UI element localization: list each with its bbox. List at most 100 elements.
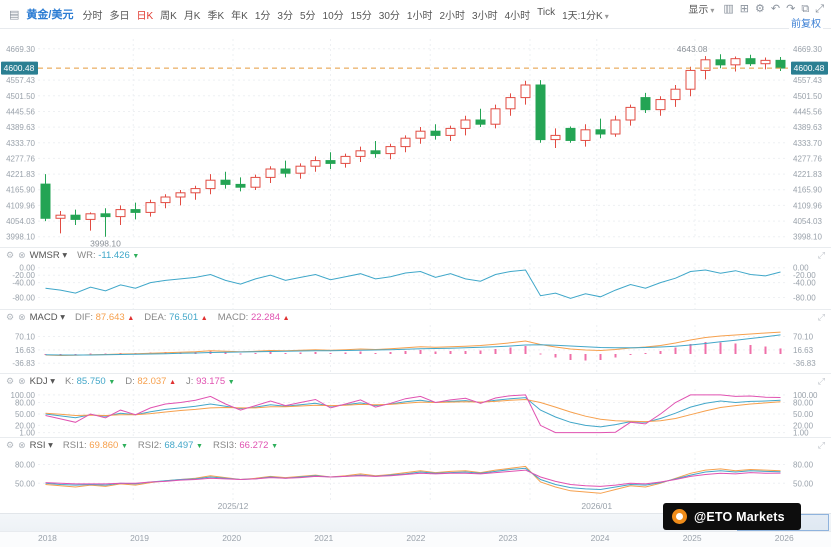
watermark: @ETO Markets <box>663 503 801 530</box>
rsi-plot[interactable]: 80.00 80.00 50.00 50.00 <box>0 453 831 501</box>
period-button[interactable]: 年K <box>231 10 248 22</box>
period-button[interactable]: 5分 <box>299 10 316 22</box>
period-button[interactable]: 30分 <box>378 10 400 22</box>
svg-text:80.00: 80.00 <box>15 461 36 470</box>
svg-text:4669.30: 4669.30 <box>6 45 35 54</box>
x-axis-label: 2025/12 <box>217 501 249 511</box>
redo-icon[interactable]: ↷ <box>786 2 796 15</box>
panel-header-kdj: ⚙ ⊗ KDJ ▾ K: 85.750 ▼ D: 82.037 ▲ J: 93.175 ▼… <box>0 374 831 389</box>
svg-text:4389.63: 4389.63 <box>793 123 822 132</box>
symbol-tab[interactable]: 黄金/美元 <box>26 9 74 21</box>
svg-text:4333.70: 4333.70 <box>793 139 822 148</box>
indicator-name-macd[interactable]: MACD ▾ <box>29 312 66 323</box>
macd-plot[interactable]: 70.10 70.10 16.63 16.63 -36.83 -36.83 <box>0 325 831 373</box>
period-button[interactable]: 月K <box>183 10 201 22</box>
svg-text:4054.03: 4054.03 <box>793 217 822 226</box>
panel-expand-icon[interactable]: ⤢ <box>817 376 825 386</box>
svg-text:4221.83: 4221.83 <box>6 170 35 179</box>
layout-icon[interactable]: ⊞ <box>739 2 750 15</box>
svg-text:3998.10: 3998.10 <box>793 233 822 242</box>
period-button[interactable]: 1小时 <box>406 10 433 22</box>
indicator-name-rsi[interactable]: RSI ▾ <box>29 440 53 451</box>
indicator-param: J: 93.175 ▼ <box>186 376 235 387</box>
chevron-down-icon: ▾ <box>604 11 609 21</box>
navigator-years: 2018 2019 2020 2021 2022 2023 2024 2025 2026 <box>0 532 831 546</box>
panel-expand-icon[interactable]: ⤢ <box>817 312 825 322</box>
undo-icon[interactable]: ↶ <box>770 2 781 15</box>
panel-close-icon[interactable]: ⊗ <box>18 440 26 450</box>
svg-text:100.00: 100.00 <box>793 391 818 400</box>
panel-close-icon[interactable]: ⊗ <box>18 250 26 260</box>
indicator-param: RSI1: 69.860 ▼ <box>62 440 128 451</box>
custom-period-label: 1天:1分K <box>562 10 603 22</box>
panel-close-icon[interactable]: ⊗ <box>18 312 26 322</box>
panel-expand-icon[interactable]: ⤢ <box>817 440 825 450</box>
x-axis-label: 2026/01 <box>581 501 613 511</box>
period-button[interactable]: 3小时 <box>472 10 498 22</box>
panel-expand-icon[interactable]: ⤢ <box>817 250 825 260</box>
period-button[interactable]: 多日 <box>109 10 130 22</box>
fullscreen-icon[interactable]: ⤢ <box>815 2 824 15</box>
period-button[interactable]: 分时 <box>82 10 103 22</box>
arrow-down-icon: ▼ <box>271 443 279 450</box>
arrow-up-icon: ▲ <box>127 315 135 322</box>
adjust-mode-link[interactable]: 前复权 <box>789 15 823 30</box>
svg-text:0.00: 0.00 <box>793 264 809 273</box>
svg-text:4277.76: 4277.76 <box>6 154 35 163</box>
arrow-up-icon: ▲ <box>200 315 208 322</box>
panel-close-icon[interactable]: ⊗ <box>18 376 26 386</box>
panel-wmsr: ⚙ ⊗ WMSR ▾ WR: -11.426 ▼ ⤢ 0.00 0.00 -20.00 -20.… <box>0 247 831 309</box>
arrow-up-icon: ▲ <box>282 315 290 322</box>
period-button[interactable]: 周K <box>160 10 177 22</box>
indicator-param: D: 82.037 ▲ <box>125 376 177 387</box>
svg-text:1.00: 1.00 <box>793 429 809 437</box>
panel-settings-icon[interactable]: ⚙ <box>6 376 15 386</box>
custom-period-dropdown[interactable]: 1天:1分K ▾ <box>562 7 609 22</box>
period-button[interactable]: 季K <box>207 10 225 22</box>
period-button[interactable]: 日K <box>136 10 154 22</box>
period-button[interactable]: Tick <box>537 6 556 18</box>
svg-text:20.00: 20.00 <box>793 421 814 430</box>
svg-text:50.00: 50.00 <box>793 479 814 488</box>
settings-icon[interactable]: ⚙ <box>755 2 765 15</box>
wmsr-plot[interactable]: 0.00 0.00-20.00 -20.00-40.00 -40.00-80.00 -8… <box>0 263 831 309</box>
svg-text:4600.48: 4600.48 <box>4 63 35 73</box>
candle-style-icon[interactable]: ▥ <box>723 2 734 15</box>
svg-text:4277.76: 4277.76 <box>793 154 822 163</box>
svg-text:80.00: 80.00 <box>793 461 814 470</box>
svg-text:4643.08: 4643.08 <box>677 44 708 54</box>
navigator-year-label: 2024 <box>590 533 610 543</box>
period-button[interactable]: 4小时 <box>504 10 531 22</box>
svg-text:4557.43: 4557.43 <box>793 76 822 85</box>
screenshot-icon[interactable]: ⧉ <box>801 2 810 15</box>
period-button[interactable]: 15分 <box>350 10 372 22</box>
menu-icon[interactable]: ▤ <box>9 8 20 21</box>
indicator-param: DIF: 87.643 ▲ <box>75 312 135 323</box>
indicator-name-wmsr[interactable]: WMSR ▾ <box>29 250 68 261</box>
period-button[interactable]: 10分 <box>322 10 344 22</box>
candlestick-chart[interactable]: 4669.30 4669.30 4557.43 4557.43 4501.50 4501.… <box>0 29 831 247</box>
panel-settings-icon[interactable]: ⚙ <box>6 250 15 260</box>
toolbar-icons: ▥ ⊞ ⚙ ↶ ↷ ⧉ ⤢ <box>720 2 827 16</box>
period-button[interactable]: 2小时 <box>439 10 466 22</box>
indicator-param: WR: -11.426 ▼ <box>77 250 140 261</box>
svg-text:4557.43: 4557.43 <box>6 76 35 85</box>
main-chart[interactable]: 4669.30 4669.30 4557.43 4557.43 4501.50 4501.… <box>0 29 831 247</box>
svg-text:50.00: 50.00 <box>15 410 36 419</box>
panel-settings-icon[interactable]: ⚙ <box>6 440 15 450</box>
panel-settings-icon[interactable]: ⚙ <box>6 312 15 322</box>
indicator-name-kdj[interactable]: KDJ ▾ <box>29 376 55 387</box>
arrow-down-icon: ▼ <box>227 379 235 386</box>
navigator-year-label: 2022 <box>406 533 426 543</box>
svg-text:4445.56: 4445.56 <box>793 107 822 116</box>
navigator[interactable]: 2018 2019 2020 2021 2022 2023 2024 2025 2026 <box>0 513 831 547</box>
svg-text:-36.83: -36.83 <box>793 359 816 368</box>
svg-text:70.10: 70.10 <box>15 332 36 341</box>
svg-text:4109.96: 4109.96 <box>6 201 35 210</box>
svg-text:-36.83: -36.83 <box>12 359 35 368</box>
svg-text:4333.70: 4333.70 <box>6 139 35 148</box>
period-button[interactable]: 3分 <box>277 10 293 22</box>
period-button[interactable]: 1分 <box>254 10 271 22</box>
display-dropdown[interactable]: 显示 ▾ <box>688 5 715 16</box>
